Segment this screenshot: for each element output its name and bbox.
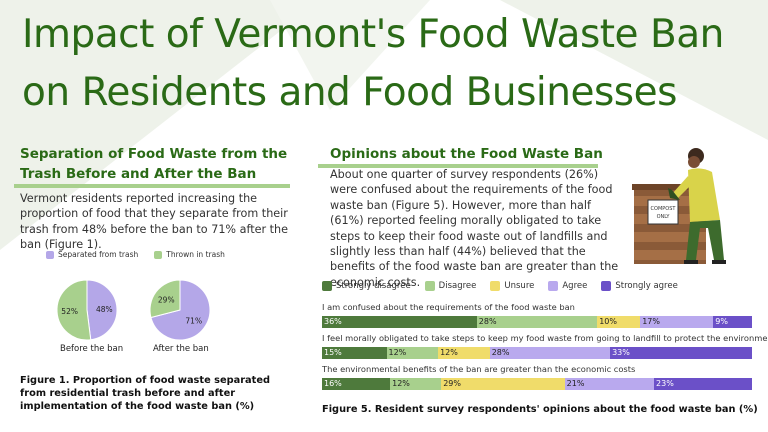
bar-segment: 33%: [610, 347, 752, 359]
compost-sign: COMPOST ONLY: [647, 199, 679, 225]
bar-legend-swatch: [548, 281, 559, 291]
pie-data-label: 71%: [185, 317, 202, 326]
pie-data-label: 52%: [61, 307, 78, 316]
bar-data-label: 12%: [388, 348, 407, 357]
bar-legend-swatch: [322, 281, 332, 291]
bar-legend-label: Disagree: [438, 281, 477, 291]
bar-segment: 16%: [322, 378, 391, 390]
background-triangle-mid: [270, 0, 430, 110]
legend-item-thrown: Thrown in trash: [154, 250, 225, 259]
composting-illustration: COMPOST ONLY: [632, 148, 726, 264]
pie-data-label: 48%: [96, 305, 113, 314]
compost-sign-text-2: ONLY: [657, 214, 671, 220]
bar-data-label: 12%: [440, 348, 458, 357]
bar-legend-item: Strongly disagree: [322, 281, 411, 291]
question-label: I am confused about the requirements of …: [322, 302, 575, 312]
left-heading-underline: [14, 184, 290, 188]
bar-legend-item: Unsure: [490, 281, 534, 291]
bar-data-label: 33%: [612, 348, 630, 357]
question-label: I feel morally obligated to take steps t…: [322, 333, 768, 343]
pie-charts: 48% 52% 71% 29%: [56, 279, 211, 341]
bar-segment: 15%: [322, 347, 387, 359]
bar-legend-label: Agree: [562, 281, 588, 291]
figure-5-caption: Figure 5. Resident survey respondents' o…: [322, 404, 758, 415]
pie-caption-after: After the ban: [153, 344, 209, 354]
legend-swatch-separated: [46, 250, 54, 259]
stacked-bar-row: 16% 12% 29% 21% 23%: [322, 378, 752, 390]
figure-1-caption: Figure 1. Proportion of food waste separ…: [20, 375, 271, 412]
stacked-bar-row: 15% 12% 12% 28% 33%: [322, 347, 752, 359]
bar-legend-item: Strongly agree: [601, 281, 678, 291]
person-figure: [668, 148, 726, 264]
legend-item-separated: Separated from trash: [46, 250, 138, 259]
pie-caption-before: Before the ban: [60, 344, 124, 354]
right-heading-underline: [318, 164, 598, 168]
bar-legend-label: Unsure: [504, 281, 535, 291]
compost-sign-text: COMPOST: [651, 206, 677, 212]
bar-segment: 9%: [713, 316, 752, 328]
bar-data-label: 28%: [478, 317, 497, 326]
bar-data-label: 15%: [324, 348, 342, 357]
bar-legend-item: Agree: [548, 281, 587, 291]
pie-slice-thrown: [56, 279, 92, 341]
bar-segment: 12%: [438, 347, 490, 359]
bar-legend-swatch: [490, 281, 501, 291]
bar-segment: 28%: [489, 347, 611, 359]
bar-segment: 29%: [441, 378, 565, 390]
pie-data-label: 29%: [158, 295, 175, 304]
bar-data-label: 36%: [324, 317, 342, 326]
bar-segment: 12%: [390, 378, 442, 390]
bar-data-label: 12%: [392, 379, 410, 388]
bar-data-label: 21%: [566, 379, 585, 388]
bar-data-label: 29%: [443, 379, 461, 388]
bar-segment: 12%: [386, 347, 439, 359]
bar-legend: Strongly disagree Disagree Unsure Agree Stro…: [322, 281, 678, 291]
pie-legend: Separated from trash Thrown in trash: [46, 250, 225, 259]
right-paragraph: About one quarter of survey respondents …: [330, 168, 619, 289]
bar-segment: 28%: [476, 316, 598, 328]
bar-data-label: 16%: [324, 379, 342, 388]
pie-slice-separated: [86, 279, 118, 341]
bar-data-label: 23%: [656, 379, 674, 388]
legend-label-separated: Separated from trash: [58, 250, 139, 259]
bar-segment: 10%: [597, 316, 641, 328]
bar-data-label: 10%: [599, 317, 617, 326]
bar-data-label: 17%: [642, 317, 660, 326]
question-label: The environmental benefits of the ban ar…: [322, 364, 636, 374]
legend-swatch-thrown: [154, 250, 163, 259]
bar-segment: 36%: [322, 316, 477, 328]
bar-data-label: 9%: [715, 317, 728, 326]
bar-legend-label: Strongly agree: [615, 281, 678, 291]
bar-segment: 21%: [564, 378, 655, 390]
bar-legend-swatch: [424, 281, 435, 291]
legend-label-thrown: Thrown in trash: [166, 250, 225, 259]
bar-segment: 17%: [640, 316, 714, 328]
bar-legend-item: Disagree: [424, 281, 477, 291]
left-section-heading: Separation of Food Waste from the Trash …: [20, 146, 288, 182]
page-title: Impact of Vermont's Food Waste Ban on Re…: [22, 12, 724, 115]
pie-slice-thrown: [149, 279, 181, 319]
bar-legend-swatch: [601, 281, 612, 291]
bar-data-label: 28%: [491, 348, 510, 357]
right-section-heading: Opinions about the Food Waste Ban: [330, 146, 603, 162]
background-triangle-right: [500, 0, 768, 140]
left-paragraph: Vermont residents reported increasing th…: [20, 192, 289, 252]
bar-legend-label: Strongly disagree: [336, 281, 411, 291]
stacked-bar-row: 36% 28% 10% 17% 9%: [322, 316, 752, 328]
bar-segment: 23%: [654, 378, 752, 390]
